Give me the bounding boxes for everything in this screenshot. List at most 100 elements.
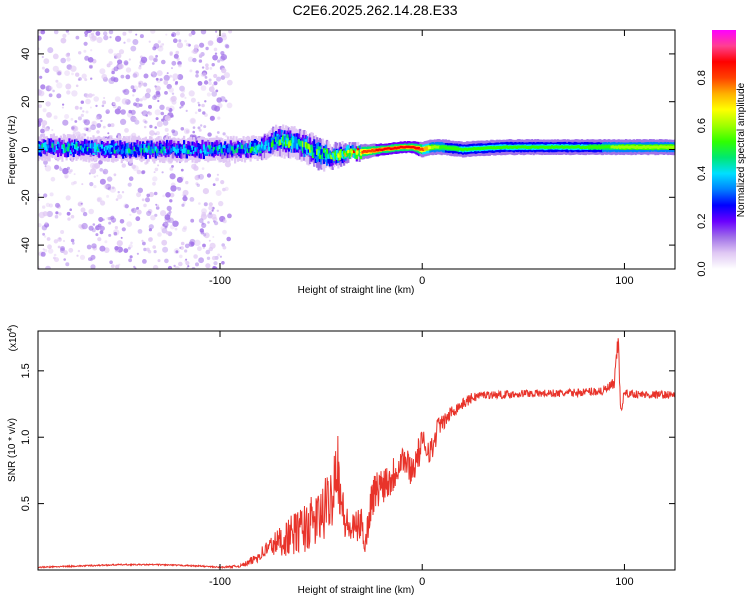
ridge-cell xyxy=(633,145,636,149)
ridge-cell xyxy=(422,148,425,152)
ridge-cell xyxy=(604,145,607,149)
noise-cell xyxy=(145,197,150,203)
ridge-cell xyxy=(192,146,196,151)
ridge-cell xyxy=(331,153,334,158)
ridge-cell xyxy=(527,146,530,149)
ridge-cell xyxy=(393,146,397,149)
noise-cell xyxy=(162,223,165,227)
ridge-cell xyxy=(389,147,392,150)
ridge-cell xyxy=(634,146,637,149)
ridge-cell xyxy=(174,148,177,153)
ridge-cell xyxy=(266,139,269,145)
noise-cell xyxy=(123,60,129,66)
noise-cell xyxy=(40,84,46,90)
ridge-cell xyxy=(190,147,193,152)
ridge-cell xyxy=(211,148,214,154)
noise-cell xyxy=(126,221,133,228)
noise-cell xyxy=(199,228,204,233)
noise-cell xyxy=(90,35,97,42)
ridge-cell xyxy=(270,142,273,148)
noise-cell xyxy=(184,243,190,249)
noise-cell xyxy=(180,241,185,246)
noise-cell xyxy=(185,180,189,185)
noise-cell xyxy=(90,168,97,175)
ridge-cell xyxy=(153,147,156,152)
noise-cell xyxy=(135,216,141,222)
noise-cell xyxy=(69,169,73,173)
ridge-cell xyxy=(250,146,254,151)
ridge-cell xyxy=(263,145,266,150)
ridge-cell xyxy=(382,148,385,151)
ridge-cell xyxy=(590,145,593,149)
ridge-cell xyxy=(651,145,654,149)
noise-cell xyxy=(98,217,104,222)
ridge-cell xyxy=(207,147,210,152)
noise-cell xyxy=(48,203,53,208)
ridge-cell xyxy=(44,144,47,149)
ridge-cell xyxy=(637,146,640,149)
noise-cell xyxy=(42,232,45,236)
ridge-cell xyxy=(49,147,53,153)
ridge-cell xyxy=(277,134,280,146)
ridge-cell xyxy=(284,140,288,146)
ridge-cell xyxy=(98,144,101,149)
ridge-cell xyxy=(218,144,221,149)
ridge-cell xyxy=(222,148,225,153)
ridge-cell xyxy=(140,143,143,152)
ridge-cell xyxy=(242,149,245,154)
noise-cell xyxy=(170,114,174,118)
ridge-cell xyxy=(568,145,571,149)
noise-cell xyxy=(214,221,219,226)
noise-cell xyxy=(70,214,75,219)
ridge-cell xyxy=(531,145,534,149)
noise-cell xyxy=(207,40,214,46)
ridge-cell xyxy=(603,145,606,149)
noise-cell xyxy=(201,103,205,108)
ridge-cell xyxy=(576,145,579,149)
noise-cell xyxy=(198,128,202,132)
noise-cell xyxy=(62,239,66,243)
noise-cell xyxy=(113,53,117,57)
ridge-cell xyxy=(628,145,632,149)
ridge-cell xyxy=(655,145,658,149)
ridge-cell xyxy=(153,143,156,152)
noise-cell xyxy=(217,59,221,63)
ridge-cell xyxy=(283,136,286,142)
ridge-cell xyxy=(246,148,249,153)
noise-cell xyxy=(194,175,200,181)
ridge-cell xyxy=(243,145,247,154)
ridge-cell xyxy=(318,146,322,158)
noise-cell xyxy=(125,67,132,73)
colorbar: 0.0 0.2 0.4 0.6 0.8 Normalized spectral ampl… xyxy=(696,30,747,277)
ridge-cell xyxy=(93,142,96,151)
ridge-cell xyxy=(519,145,523,149)
ridge-cell xyxy=(444,146,448,150)
ridge-cell xyxy=(100,144,104,149)
ridge-cell xyxy=(287,141,290,148)
noise-cell xyxy=(107,176,113,182)
ridge-cell xyxy=(487,146,490,150)
ridge-cell xyxy=(521,145,524,149)
noise-cell xyxy=(141,170,146,174)
noise-cell xyxy=(181,203,185,207)
snr-xtick-label: -100 xyxy=(209,576,231,588)
noise-cell xyxy=(198,59,203,63)
noise-cell xyxy=(78,77,82,81)
noise-cell xyxy=(142,119,147,123)
ridge-cell xyxy=(391,147,394,150)
ridge-cell xyxy=(100,145,104,154)
ridge-cell xyxy=(452,147,455,151)
noise-cell xyxy=(43,193,48,198)
noise-cell xyxy=(154,58,157,61)
colorbar-tick-label: 0.6 xyxy=(696,118,708,133)
ridge-cell xyxy=(115,145,118,151)
noise-cell xyxy=(83,41,88,46)
noise-cell xyxy=(114,96,121,102)
noise-cell xyxy=(136,252,139,255)
noise-cell xyxy=(153,94,158,98)
noise-cell xyxy=(38,90,45,97)
noise-cell xyxy=(161,227,168,234)
colorbar-label: Normalized spectral amplitude xyxy=(736,82,747,217)
ridge-cell xyxy=(333,155,336,160)
